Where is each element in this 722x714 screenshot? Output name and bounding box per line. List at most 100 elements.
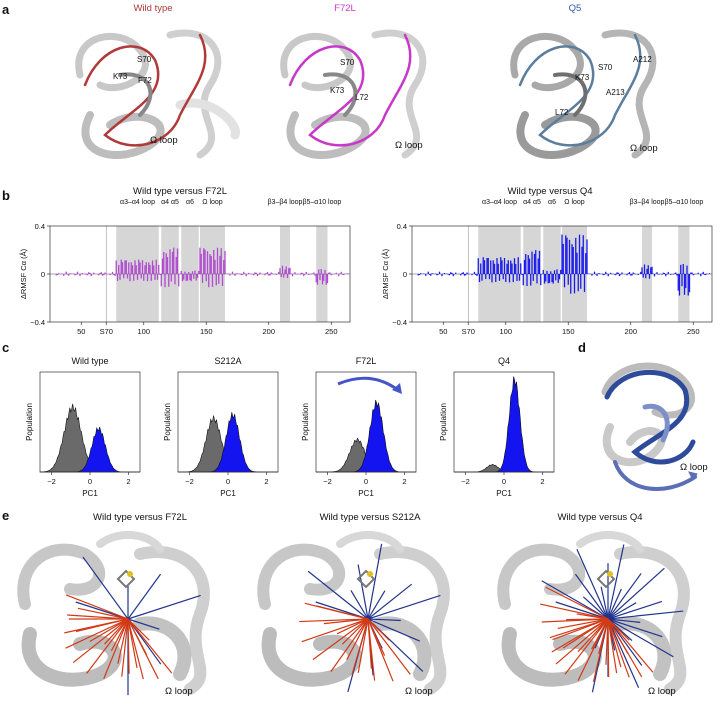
region-label-4: β3–β4 loop — [630, 199, 665, 206]
structure-q5-image — [510, 29, 657, 159]
xtick-label: S70 — [100, 327, 113, 336]
rmsf-plot-f72l: α3–α4 loop α4 α5 α6 Ω loop β3–β4 loop β5–α10 … — [19, 199, 351, 336]
pc-xlabel-2: PC1 — [358, 489, 374, 498]
network-edge-red — [346, 618, 369, 660]
network-edge-red — [564, 618, 609, 675]
network-edge-red — [110, 618, 129, 652]
protein-cartoon — [257, 530, 450, 695]
residue-label-l72-q5: L72 — [555, 108, 569, 117]
panel-label-c: c — [2, 340, 10, 355]
network-edge-blue — [607, 618, 643, 666]
network-edge-red — [301, 618, 369, 643]
pc-ylabel-2: Population — [301, 403, 310, 441]
xtick-label: 250 — [687, 327, 700, 336]
network-edge-red — [72, 618, 129, 664]
network-edge-red — [591, 618, 609, 650]
pc1-distributions: Wild type −2 0 2 PC1 Population S212A −2 0 2 PC1 Po… — [25, 356, 555, 498]
xtick-label: 50 — [439, 327, 447, 336]
network-edge-red — [77, 607, 129, 620]
network-edge-red — [367, 618, 376, 681]
panel-label-e: e — [2, 508, 10, 523]
network-edge-red — [577, 618, 609, 653]
omega-loop-label-f72l: Ω loop — [395, 140, 423, 151]
network-edge-blue — [350, 590, 369, 620]
region-label-2: α6 — [548, 199, 556, 206]
ytick-label: 0 — [41, 270, 45, 279]
region-label-5: β5–α10 loop — [664, 199, 703, 206]
network-edge-red — [127, 618, 159, 680]
network-edge-blue — [127, 618, 160, 630]
network-s212a-image — [257, 530, 450, 695]
pc-dist-blue-1 — [178, 412, 278, 473]
xtick-label: 150 — [562, 327, 575, 336]
network-title-0: Wild type versus F72L — [93, 512, 187, 523]
network-edge-red — [67, 614, 129, 620]
ligand-atom — [367, 571, 373, 577]
residue-label-a213-q5: A213 — [606, 88, 625, 97]
region-label-0: α3–α4 loop — [482, 199, 517, 206]
network-edge-blue — [82, 556, 129, 620]
pc-xtick-label: 0 — [502, 477, 506, 486]
ligand-stick — [116, 569, 136, 589]
network-edge-red — [598, 618, 609, 654]
region-label-1: α4 α5 — [523, 199, 541, 206]
xtick-label: 200 — [262, 327, 275, 336]
pc-xtick-label: −2 — [185, 477, 194, 486]
network-edge-blue — [607, 544, 625, 620]
panel-a: Wild type S70 K73 F72 Ω loop F72L S70 K7… — [0, 0, 722, 185]
protein-cartoon — [17, 530, 210, 695]
pc-xtick-label: 0 — [364, 477, 368, 486]
pc-ylabel-1: Population — [163, 403, 172, 441]
residue-label-f72-wt: F72 — [138, 76, 152, 85]
network-edge-red — [121, 618, 129, 677]
panel-label-b: b — [2, 188, 10, 203]
region-label-0: α3–α4 loop — [120, 199, 155, 206]
network-edge-red — [330, 618, 369, 672]
pc-xtick-label: −2 — [47, 477, 56, 486]
rmsf-title-0: Wild type versus F72L — [133, 186, 227, 197]
network-edge-red — [557, 618, 609, 630]
region-label-1: α4 α5 — [161, 199, 179, 206]
network-edge-red — [607, 618, 630, 678]
xtick-label: S70 — [462, 327, 475, 336]
omega-loop-label-e2: Ω loop — [648, 686, 676, 697]
network-edge-red — [545, 586, 609, 620]
network-edge-red — [65, 594, 129, 620]
ligand-atom — [127, 571, 133, 577]
network-edge-blue — [600, 586, 609, 620]
xtick-label: 250 — [325, 327, 338, 336]
pc-ylabel-0: Population — [25, 403, 34, 441]
network-edge-red — [65, 618, 129, 649]
network-edge-blue — [607, 567, 665, 620]
network-edge-blue — [607, 610, 684, 620]
residue-label-k73-f72l: K73 — [330, 86, 345, 95]
omega-loop-label-d: Ω loop — [680, 462, 708, 473]
network-edge-blue — [574, 573, 609, 620]
network-edge-blue — [607, 573, 642, 620]
network-edge-red — [576, 613, 609, 620]
pc-xlabel-3: PC1 — [496, 489, 512, 498]
network-edge-red — [127, 618, 144, 680]
region-label-3: Ω loop — [564, 199, 585, 206]
omega-loop-label-q5: Ω loop — [630, 143, 658, 154]
ytick-label: 0.4 — [397, 222, 407, 231]
network-edge-red — [607, 618, 654, 673]
network-edge-red — [299, 618, 369, 623]
ytick-label: 0 — [403, 270, 407, 279]
panel-d-structure-image — [601, 362, 698, 491]
network-edge-red — [555, 618, 609, 665]
network-edge-blue — [367, 590, 386, 620]
network-edge-blue — [367, 618, 420, 642]
network-edge-red — [607, 618, 618, 674]
network-edge-red — [336, 618, 369, 635]
network-edge-blue — [555, 601, 609, 620]
pc-dist-blue-2 — [316, 399, 416, 473]
network-edge-blue — [607, 618, 674, 658]
structure-f72l-image — [280, 29, 427, 159]
network-edge-blue — [367, 543, 383, 620]
rmsf-plot-q4: α3–α4 loop α4 α5 α6 Ω loop β3–β4 loop β5–α10 … — [381, 199, 713, 336]
network-edge-red — [367, 618, 394, 682]
network-edge-red — [103, 618, 129, 679]
network-edge-red — [117, 618, 129, 664]
shift-arrow-head — [392, 383, 402, 394]
